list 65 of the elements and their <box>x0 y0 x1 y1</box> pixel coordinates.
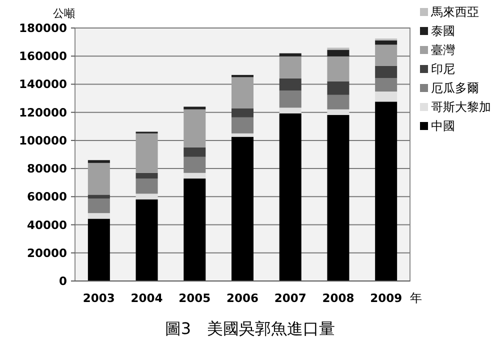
bar <box>279 90 302 108</box>
y-tick-label: 100000 <box>18 133 67 148</box>
y-tick-label: 80000 <box>26 162 67 176</box>
bar <box>136 172 158 179</box>
bar <box>136 194 158 200</box>
legend-label: 馬來西亞 <box>430 5 479 19</box>
bar <box>232 117 254 134</box>
bar <box>232 136 254 281</box>
bar <box>375 44 398 66</box>
legend-label: 中國 <box>431 119 455 133</box>
bar <box>327 56 350 82</box>
bar <box>327 50 350 56</box>
y-axis-title: 公噸 <box>53 7 75 20</box>
x-tick-label: 2003 <box>82 291 115 305</box>
y-tick-label: 40000 <box>26 218 67 232</box>
bar <box>232 108 254 118</box>
y-tick-label: 140000 <box>18 77 67 92</box>
bar <box>375 92 398 102</box>
text: 圖3 美國吳郭魚進口量 <box>164 319 336 338</box>
y-tick-label: 160000 <box>18 49 67 64</box>
legend-label: 印尼 <box>431 62 455 76</box>
legend-label: 哥斯大黎加 <box>431 100 491 114</box>
bar <box>184 178 206 281</box>
bar <box>327 94 350 110</box>
bar <box>232 133 254 137</box>
bar <box>327 109 350 116</box>
x-tick-label: 2007 <box>274 291 306 305</box>
bar <box>232 77 254 108</box>
bar <box>279 56 302 78</box>
bar <box>88 160 110 163</box>
bar <box>184 109 206 148</box>
x-tick-label: 2004 <box>130 291 163 305</box>
y-tick-label: 0 <box>58 274 67 288</box>
bar <box>375 66 398 78</box>
bar <box>88 198 110 214</box>
bar <box>279 78 302 91</box>
bar <box>375 40 398 45</box>
bar <box>88 213 110 219</box>
bar <box>375 102 398 281</box>
bar <box>136 178 158 194</box>
x-tick-label: 2008 <box>322 291 354 305</box>
bar <box>327 81 350 95</box>
bar <box>136 199 158 281</box>
y-tick-label: 60000 <box>26 190 67 204</box>
x-axis-title: 年 <box>410 291 422 305</box>
bar <box>136 133 158 173</box>
bar <box>88 218 110 281</box>
bar <box>327 115 350 281</box>
bar <box>88 194 110 199</box>
bar <box>279 53 302 56</box>
bar <box>184 172 206 179</box>
legend-label: 臺灣 <box>431 43 455 57</box>
x-tick-label: 2006 <box>226 291 259 305</box>
y-tick-label: 20000 <box>26 246 67 260</box>
legend-label: 泰國 <box>431 24 455 38</box>
y-tick-label: 180000 <box>18 21 67 35</box>
x-tick-label: 2005 <box>178 291 211 305</box>
x-tick-label: 2009 <box>370 291 402 305</box>
legend-label: 厄瓜多爾 <box>431 81 479 95</box>
bar <box>279 113 302 281</box>
bar <box>184 106 206 110</box>
bar <box>184 147 206 157</box>
y-tick-label: 120000 <box>18 105 67 120</box>
bar <box>279 108 302 114</box>
bar <box>88 162 110 195</box>
